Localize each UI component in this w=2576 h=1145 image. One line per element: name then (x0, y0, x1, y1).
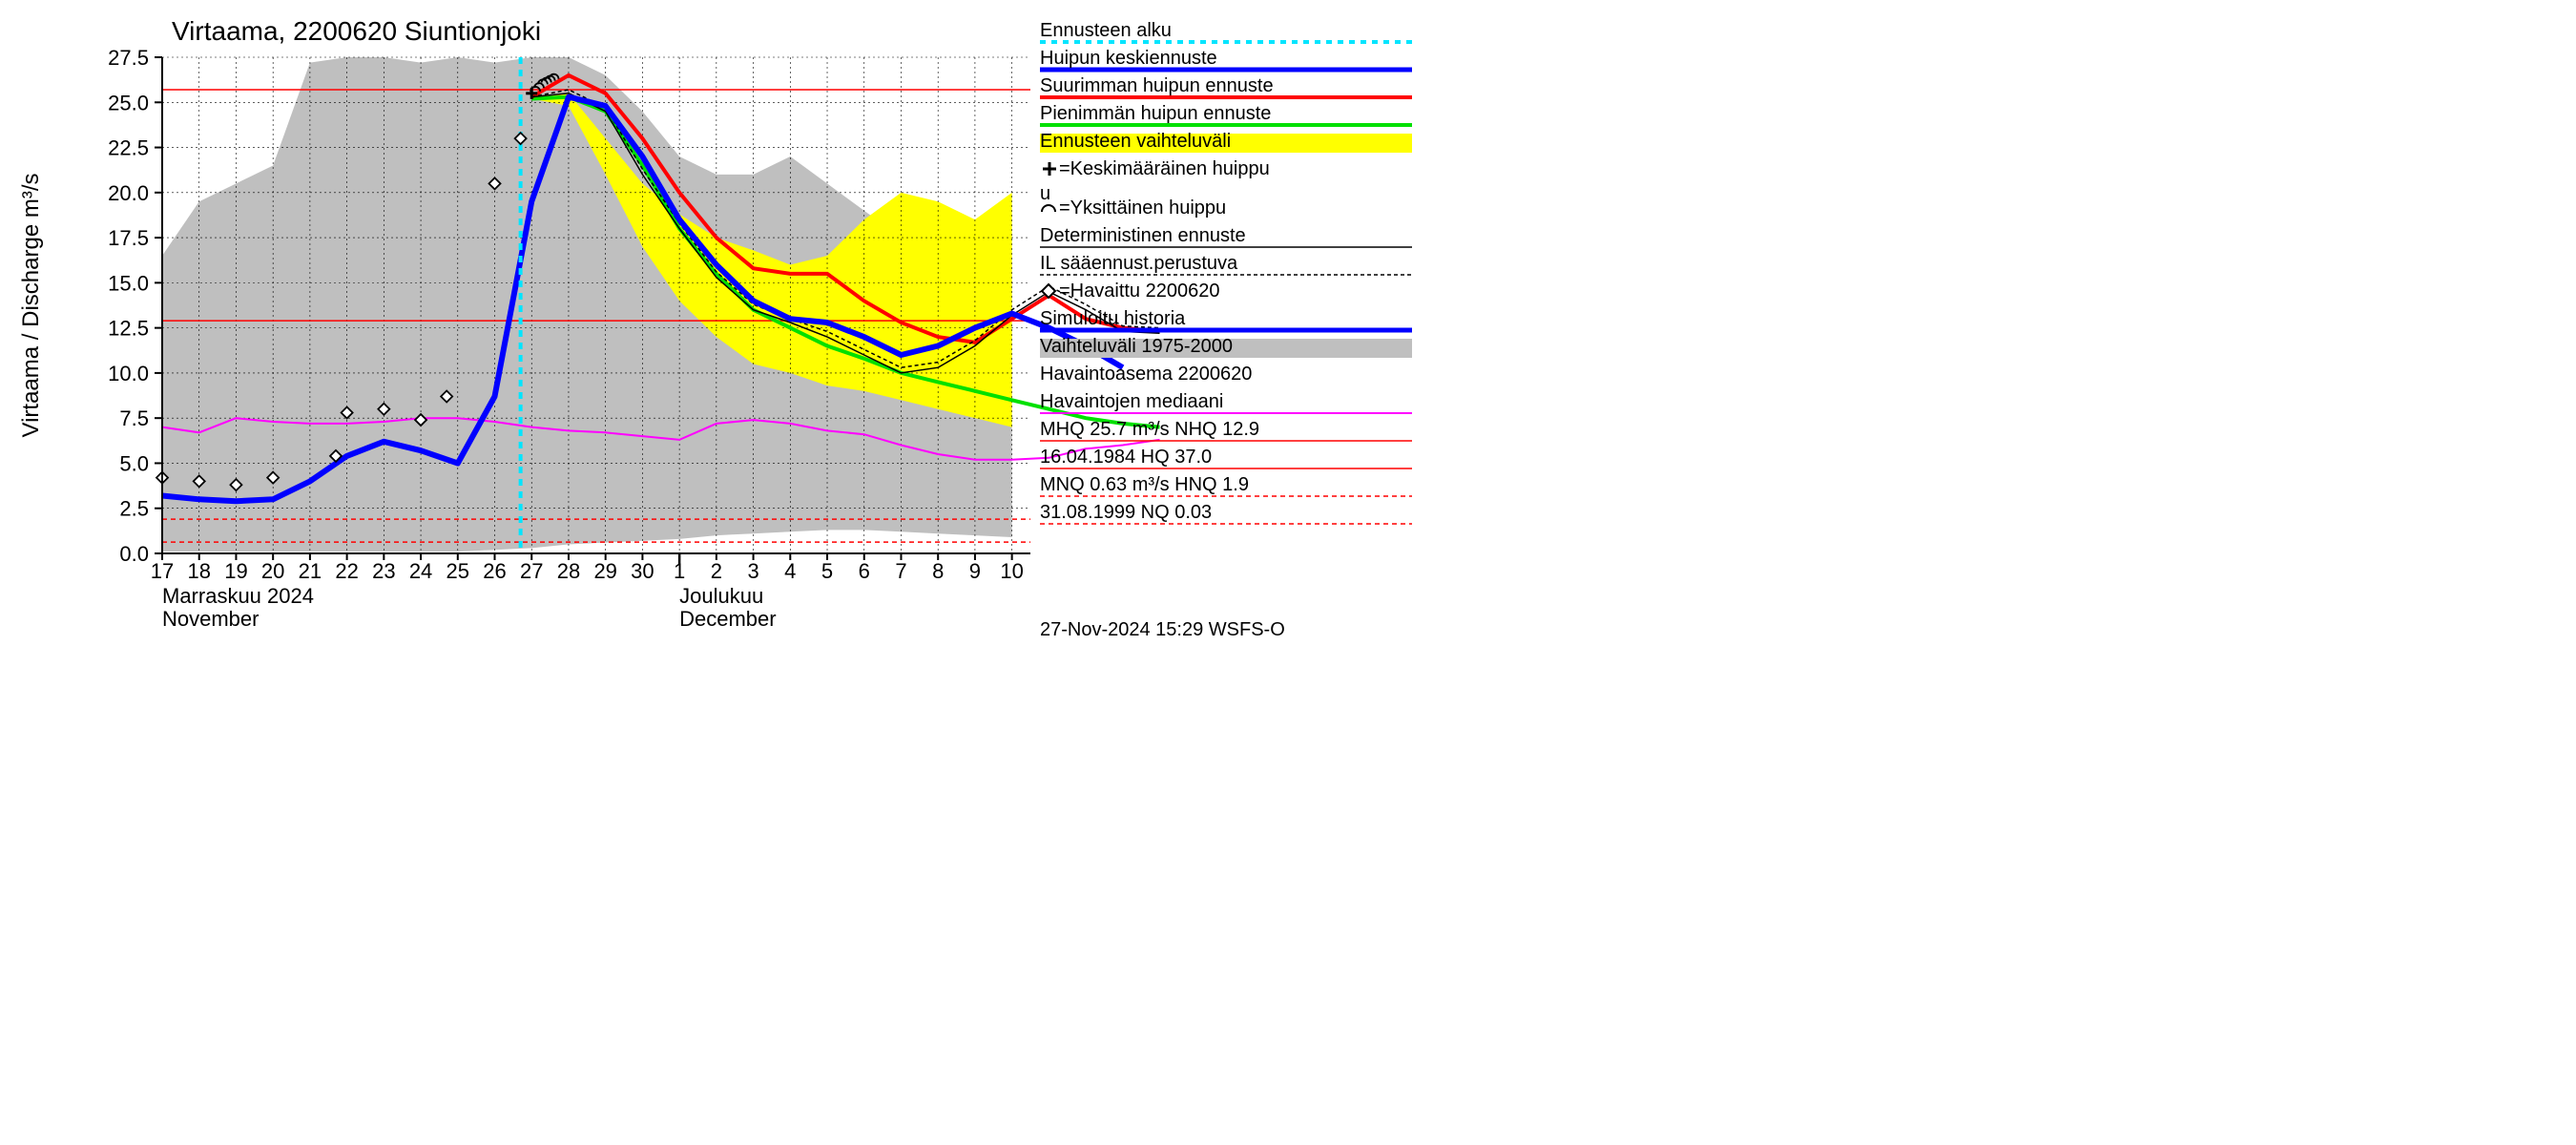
x-tick-label: 2 (711, 559, 722, 583)
x-tick-label: 24 (409, 559, 432, 583)
y-tick-label: 22.5 (108, 136, 149, 160)
x-tick-label: 3 (747, 559, 758, 583)
y-tick-label: 5.0 (119, 451, 149, 475)
x-tick-label: 7 (895, 559, 906, 583)
x-tick-label: 30 (631, 559, 654, 583)
legend-item-label: 16.04.1984 HQ 37.0 (1040, 447, 1212, 468)
chart-title: Virtaama, 2200620 Siuntionjoki (172, 16, 541, 46)
legend-item-label: Vaihteluväli 1975-2000 (1040, 336, 1233, 357)
x-tick-label: 8 (932, 559, 944, 583)
x-tick-label: 18 (187, 559, 210, 583)
x-tick-label: 5 (821, 559, 833, 583)
y-tick-label: 15.0 (108, 271, 149, 295)
x-tick-label: 27 (520, 559, 543, 583)
month-label-en-2: December (679, 607, 776, 631)
x-tick-label: 22 (335, 559, 358, 583)
x-tick-label: 23 (372, 559, 395, 583)
y-tick-label: 20.0 (108, 181, 149, 205)
x-tick-label: 4 (784, 559, 796, 583)
month-label-en-1: November (162, 607, 259, 631)
discharge-forecast-chart: 0.0 2.5 5.0 7.5 10.0 12.5 15.0 17.5 20.0 22.5 25.0… (0, 0, 1431, 668)
y-tick-label: 2.5 (119, 497, 149, 521)
legend-item-label-cont: u (1040, 183, 1050, 204)
y-tick-label: 17.5 (108, 226, 149, 250)
legend-item-label: Ennusteen alku (1040, 20, 1172, 41)
legend-item-label: Simuloitu historia (1040, 308, 1186, 329)
x-tick-label: 25 (447, 559, 469, 583)
y-tick-label: 25.0 (108, 91, 149, 114)
legend-item-label: =Yksittäinen huippu (1059, 198, 1226, 219)
legend-item-label: Suurimman huipun ennuste (1040, 75, 1274, 96)
y-tick-label: 10.0 (108, 362, 149, 385)
y-tick-label: 0.0 (119, 542, 149, 566)
legend-item-label: =Havaittu 2200620 (1059, 281, 1219, 302)
y-tick-label: 12.5 (108, 317, 149, 341)
x-tick-label: 20 (261, 559, 284, 583)
legend-item-label: =Keskimääräinen huippu (1059, 158, 1270, 179)
legend-item-label: Deterministinen ennuste (1040, 225, 1246, 246)
y-tick-label: 27.5 (108, 46, 149, 70)
x-tick-label: 9 (969, 559, 981, 583)
legend-item-label: Ennusteen vaihteluväli (1040, 131, 1231, 152)
legend-item-label: Huipun keskiennuste (1040, 48, 1217, 69)
timestamp-label: 27-Nov-2024 15:29 WSFS-O (1040, 619, 1285, 640)
x-tick-label: 29 (593, 559, 616, 583)
y-axis-label: Virtaama / Discharge m³/s (18, 174, 44, 438)
x-tick-label: 10 (1000, 559, 1023, 583)
month-label-fi-1: Marraskuu 2024 (162, 584, 314, 608)
legend-item-label: IL sääennust.perustuva (1040, 253, 1238, 274)
legend-item-label: Havaintoasema 2200620 (1040, 364, 1252, 385)
x-tick-label: 28 (557, 559, 580, 583)
x-tick-label: 6 (859, 559, 870, 583)
legend-item-label: MNQ 0.63 m³/s HNQ 1.9 (1040, 474, 1249, 495)
month-label-fi-2: Joulukuu (679, 584, 763, 608)
legend-item-label: MHQ 25.7 m³/s NHQ 12.9 (1040, 419, 1259, 440)
x-tick-label: 26 (483, 559, 506, 583)
legend-item-label: Havaintojen mediaani (1040, 391, 1223, 412)
y-tick-label: 7.5 (119, 406, 149, 430)
legend-item-label: Pienimmän huipun ennuste (1040, 103, 1271, 124)
x-tick-label: 19 (224, 559, 247, 583)
x-tick-label: 17 (151, 559, 174, 583)
legend-item-label: 31.08.1999 NQ 0.03 (1040, 502, 1212, 523)
x-tick-label: 21 (299, 559, 322, 583)
